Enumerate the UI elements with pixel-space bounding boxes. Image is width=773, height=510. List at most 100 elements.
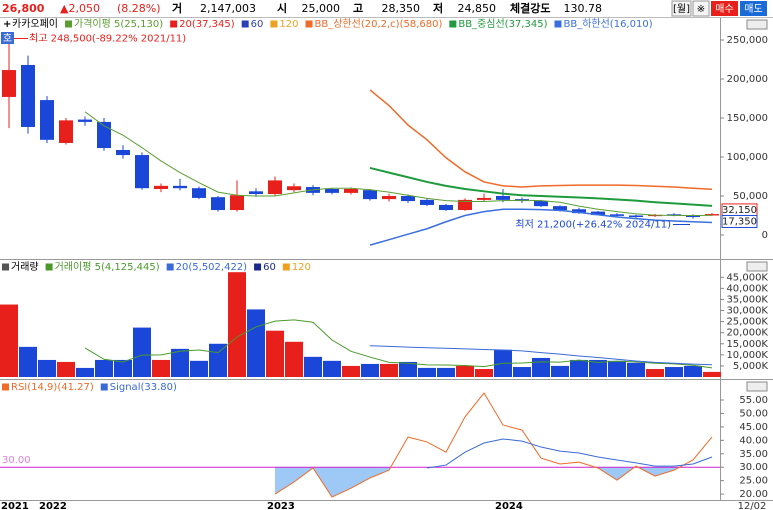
volume-average <box>369 345 713 366</box>
annotation: 최고 248,500(-89.22% 2021/11) <box>29 33 186 45</box>
high-label: 고 <box>353 2 363 15</box>
volume-bar <box>342 365 360 377</box>
y-tick-label: 50.00 <box>739 408 768 419</box>
icon-frame <box>746 19 768 30</box>
period-button[interactable]: [월] <box>671 0 692 17</box>
button-frame <box>692 0 710 17</box>
button-label: 매도 <box>744 3 762 15</box>
y-tick-label: 25.00 <box>739 476 768 487</box>
y-tick-label: 15,000K <box>726 339 768 350</box>
rsi-line <box>426 438 713 469</box>
legend-label: 20(37,345) <box>179 19 235 30</box>
price-marker-label: 32,150 <box>722 205 757 216</box>
panel-icon[interactable] <box>746 261 768 272</box>
y-tick-label: 55.00 <box>739 395 768 406</box>
candle-body <box>705 214 719 216</box>
y-tick-label: 20.00 <box>739 489 768 500</box>
indicator-line <box>369 208 713 246</box>
volume-bar <box>456 365 474 377</box>
volume-bar <box>171 348 189 377</box>
oversold-fill <box>275 467 680 498</box>
legend-label: 60 <box>251 19 264 30</box>
legend-label: BB_상한선(20,2,c)(58,680) <box>315 18 443 30</box>
volume-bar <box>0 304 18 377</box>
panel-icon[interactable] <box>746 381 768 392</box>
candle-body <box>610 214 624 216</box>
buy-button[interactable]: 매수 <box>711 1 738 16</box>
volume-bar <box>361 363 379 377</box>
settings-button[interactable]: ※ <box>692 0 710 17</box>
legend-swatch <box>2 263 9 271</box>
candle-body <box>534 201 548 207</box>
x-tick-label: 2024 <box>495 501 523 510</box>
candle-body <box>401 195 415 202</box>
legend-label: 120 <box>292 262 311 273</box>
candle-body <box>325 188 339 193</box>
candle-body <box>439 204 453 211</box>
volume-bar <box>76 367 94 377</box>
candle-body <box>192 188 206 198</box>
legend-swatch <box>45 263 53 271</box>
low-label: 저 <box>433 1 443 15</box>
candle-body <box>59 120 73 143</box>
x-tick-label: 2022 <box>39 501 67 510</box>
volume-bar <box>665 367 683 377</box>
volume-bar <box>19 346 37 377</box>
legend-swatch <box>170 20 178 28</box>
y-tick-label: 40,000K <box>726 283 768 294</box>
candle-body <box>496 195 510 200</box>
button-label: ※ <box>697 4 705 15</box>
y-tick-label: 150,000 <box>727 113 768 124</box>
y-tick-label: 30.00 <box>739 462 768 473</box>
strength-value: 130.78 <box>564 2 603 15</box>
candle-body <box>154 185 168 189</box>
panel-icon[interactable] <box>746 19 768 30</box>
y-tick-label: 200,000 <box>727 74 768 85</box>
candle-body <box>420 199 434 205</box>
annotation: 최저 21,200(+26.42% 2024/11) <box>515 218 671 230</box>
volume-bar <box>532 357 550 377</box>
candle-body <box>591 211 605 216</box>
y-tick-label: 50,000 <box>733 191 768 202</box>
price-change-pct: (8.28%) <box>117 2 161 15</box>
legend-swatch <box>449 20 457 28</box>
y-tick-label: 20,000K <box>726 328 768 339</box>
volume-bar <box>608 360 626 377</box>
legend-label: 거래량 <box>11 261 39 273</box>
candle-body <box>268 180 282 195</box>
legend-label: 120 <box>279 19 298 30</box>
legend-label: 카카오페이 <box>12 18 58 30</box>
y-tick-label: 10,000K <box>726 350 768 361</box>
legend-swatch <box>270 20 278 28</box>
price-marker-label: 17,350 <box>722 216 757 227</box>
candle-body <box>40 100 54 140</box>
legend-label: RSI(14,9)(41.27) <box>11 382 94 393</box>
volume-bar <box>684 365 702 377</box>
y-tick-label: 35.00 <box>739 449 768 460</box>
candle-body <box>211 197 225 211</box>
y-tick-label: 40.00 <box>739 435 768 446</box>
sell-button[interactable]: 매도 <box>740 1 767 16</box>
legend-label: 20(5,502,422) <box>176 262 248 273</box>
legend-swatch <box>254 263 262 271</box>
volume-bar <box>228 272 246 377</box>
low-value: 24,850 <box>458 2 497 15</box>
legend-swatch <box>2 383 9 391</box>
button-frame <box>711 1 738 16</box>
volume-bar <box>703 371 721 377</box>
legend-swatch <box>554 20 562 28</box>
legend-swatch <box>282 263 290 271</box>
y-tick-label: 100,000 <box>727 152 768 163</box>
legend-label: 가격이평 5(25,130) <box>74 17 163 30</box>
legend-swatch <box>166 263 174 271</box>
candle-body <box>629 215 643 218</box>
volume-bar <box>133 327 151 377</box>
open-value: 25,000 <box>302 2 341 15</box>
volume-bar <box>38 359 56 377</box>
volume-bar <box>437 367 455 377</box>
volume-bar <box>247 309 265 377</box>
open-label: 시 <box>277 2 287 15</box>
current-price: 26,800 <box>2 2 45 15</box>
badge-frame <box>1 32 14 44</box>
